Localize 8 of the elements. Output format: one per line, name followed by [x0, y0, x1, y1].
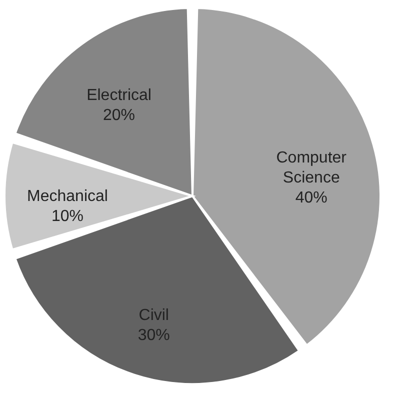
- data-label: 40%: [295, 189, 328, 206]
- slice-label: Civil: [138, 306, 169, 324]
- data-label: 20%: [103, 106, 136, 124]
- slice-label: Computer Science: [276, 149, 348, 186]
- slice-label: Mechanical: [27, 188, 108, 205]
- data-label: 30%: [138, 326, 170, 344]
- data-label: 10%: [51, 208, 84, 225]
- slice-label: Electrical: [86, 86, 152, 104]
